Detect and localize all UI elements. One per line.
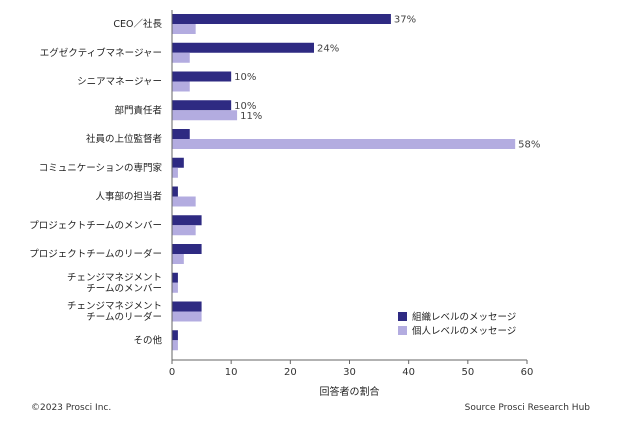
- category-label-5: コミュニケーションの専門家: [39, 162, 163, 174]
- category-labels: CEO／社長エグゼクティブマネージャーシニアマネージャー部門責任者社員の上位監督…: [29, 18, 162, 346]
- category-label-9-line-1: チームのメンバー: [86, 283, 162, 294]
- data-labels: 37%24%10%10%11%58%: [234, 15, 540, 151]
- bar-organizational-8: [172, 244, 202, 254]
- category-label-4: 社員の上位監督者: [86, 133, 162, 145]
- x-tick-label-0: 0: [169, 367, 175, 378]
- data-label-organizational-2: 10%: [234, 72, 256, 83]
- x-tick-label-4: 40: [402, 367, 415, 378]
- category-label-11: その他: [133, 334, 162, 346]
- legend-swatch-organizational: [398, 312, 407, 321]
- bar-personal-5: [172, 167, 178, 178]
- x-tick-label-5: 50: [461, 367, 474, 378]
- bar-personal-7: [172, 225, 196, 236]
- category-label-7: プロジェクトチームのメンバー: [29, 220, 162, 231]
- category-label-6: 人事部の担当者: [95, 191, 162, 203]
- bar-personal-0: [172, 24, 196, 34]
- bar-personal-9: [172, 282, 178, 293]
- bar-personal-6: [172, 196, 196, 207]
- bars-group: [172, 14, 516, 351]
- x-axis-title: 回答者の割合: [320, 385, 380, 398]
- legend: 組織レベルのメッセージ 個人レベルのメッセージ: [398, 311, 516, 337]
- category-label-0: CEO／社長: [113, 18, 162, 30]
- legend-swatch-personal: [398, 326, 407, 335]
- bar-organizational-10: [172, 301, 202, 312]
- bar-organizational-7: [172, 215, 202, 226]
- category-label-8: プロジェクトチームのリーダー: [29, 248, 162, 260]
- category-label-2: シニアマネージャー: [77, 77, 162, 88]
- bar-organizational-5: [172, 157, 184, 168]
- copyright-text: ©2023 Prosci Inc.: [31, 403, 111, 413]
- data-label-organizational-0: 37%: [394, 15, 416, 26]
- bar-personal-2: [172, 81, 190, 92]
- x-tick-label-3: 30: [343, 367, 356, 378]
- data-label-personal-4: 58%: [518, 140, 540, 151]
- category-label-3: 部門責任者: [114, 104, 162, 116]
- category-label-1: エグゼクティブマネージャー: [40, 47, 162, 59]
- bar-organizational-0: [172, 14, 391, 24]
- x-axis-ticks: 0 10 20 30 40 50 60: [169, 360, 534, 378]
- bar-personal-10: [172, 311, 202, 322]
- bar-personal-8: [172, 254, 184, 264]
- bar-organizational-9: [172, 272, 178, 283]
- x-tick-label-6: 60: [521, 367, 534, 378]
- data-label-organizational-3: 10%: [234, 101, 256, 112]
- bar-personal-4: [172, 139, 516, 149]
- category-label-10-line-0: チェンジマネジメント: [67, 301, 162, 312]
- bar-personal-11: [172, 340, 178, 351]
- x-tick-label-2: 20: [284, 367, 297, 378]
- bar-organizational-11: [172, 330, 178, 341]
- bar-organizational-6: [172, 186, 178, 197]
- bar-personal-1: [172, 52, 190, 63]
- category-label-10-line-1: チームのリーダー: [86, 311, 162, 323]
- legend-label-personal: 個人レベルのメッセージ: [412, 325, 516, 337]
- data-label-organizational-1: 24%: [317, 43, 339, 54]
- bar-organizational-1: [172, 42, 314, 53]
- legend-label-organizational: 組織レベルのメッセージ: [412, 311, 516, 323]
- bar-organizational-3: [172, 100, 232, 111]
- bar-organizational-4: [172, 129, 190, 139]
- category-label-9-line-0: チェンジマネジメント: [67, 272, 162, 283]
- x-tick-label-1: 10: [225, 367, 238, 378]
- data-label-personal-3: 11%: [240, 111, 262, 122]
- source-text: Source Prosci Research Hub: [465, 403, 591, 413]
- bar-organizational-2: [172, 71, 232, 82]
- bar-personal-3: [172, 110, 238, 121]
